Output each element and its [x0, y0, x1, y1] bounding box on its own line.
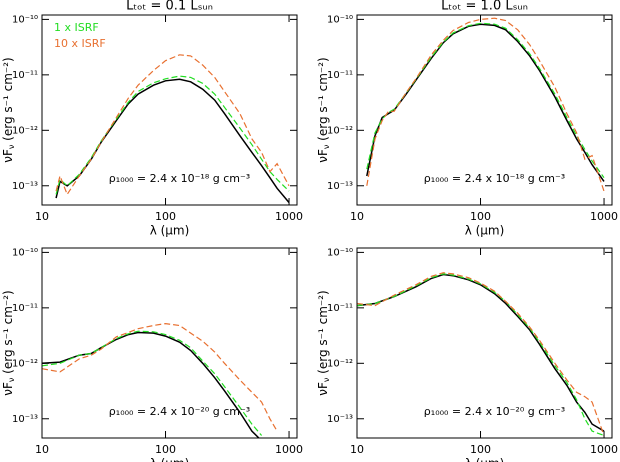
x-axis-label: λ (μm): [150, 224, 190, 238]
y-tick-label: 10⁻¹¹: [327, 303, 353, 314]
y-tick-label: 10⁻¹¹: [12, 70, 38, 81]
y-tick-label: 10⁻¹²: [12, 125, 38, 136]
x-tick-label: 10: [350, 443, 364, 456]
y-axis-label: νFν (erg s⁻¹ cm⁻²): [316, 57, 331, 162]
y-axis-label-part: (erg s⁻¹ cm⁻²): [316, 290, 330, 377]
series-line: [42, 331, 260, 438]
plot-frame: [356, 14, 613, 206]
y-axis-label-part: (erg s⁻¹ cm⁻²): [1, 290, 15, 377]
x-tick-label: 1000: [275, 210, 303, 223]
plot-frame: [356, 247, 613, 439]
x-tick-label: 100: [470, 443, 491, 456]
y-axis-label-part: (erg s⁻¹ cm⁻²): [1, 57, 15, 144]
series-line: [42, 322, 278, 432]
y-tick-label: 10⁻¹⁰: [327, 14, 353, 25]
x-tick-label: 10: [35, 443, 49, 456]
legend-entry: 10 x ISRF: [54, 37, 106, 50]
x-axis-label: λ (μm): [150, 457, 190, 462]
series-line: [366, 17, 605, 192]
series-line: [357, 272, 605, 436]
plot-frame: [41, 14, 298, 206]
y-tick-label: 10⁻¹¹: [12, 303, 38, 314]
y-tick-label: 10⁻¹²: [327, 125, 353, 136]
series-line: [357, 273, 605, 432]
plot-frame: [41, 247, 298, 439]
y-axis-label-part: (erg s⁻¹ cm⁻²): [316, 57, 330, 144]
panel: 10 100 1000 10⁻¹³ 10⁻¹² 10⁻¹¹ 10⁻¹⁰ λ (μm) νFν (…: [1, 0, 304, 238]
y-axis-label-part: νF: [1, 149, 15, 163]
y-tick-label: 10⁻¹⁰: [12, 14, 38, 25]
y-tick-label: 10⁻¹³: [327, 181, 353, 192]
panel: 10 100 1000 10⁻¹³ 10⁻¹² 10⁻¹¹ 10⁻¹⁰ λ (μm) νFν (…: [316, 247, 619, 462]
x-tick-label: 1000: [275, 443, 303, 456]
y-axis-label-part: ν: [322, 377, 331, 382]
series-line: [42, 330, 263, 436]
annotation: ρ₁₀₀₀ = 2.4 x 10⁻¹⁸ g cm⁻³: [109, 172, 250, 185]
annotation: ρ₁₀₀₀ = 2.4 x 10⁻¹⁸ g cm⁻³: [424, 172, 565, 185]
panel: 10 100 1000 10⁻¹³ 10⁻¹² 10⁻¹¹ 10⁻¹⁰ λ (μm) νFν (…: [316, 0, 619, 238]
annotation: ρ₁₀₀₀ = 2.4 x 10⁻²⁰ g cm⁻³: [424, 405, 565, 418]
y-tick-label: 10⁻¹⁰: [327, 247, 353, 258]
series-line: [55, 54, 290, 196]
y-axis-label-part: νF: [1, 382, 15, 396]
panel-title: Lₜₒₜ = 1.0 Lₛᵤₙ: [441, 0, 528, 14]
y-tick-label: 10⁻¹²: [327, 358, 353, 369]
y-tick-label: 10⁻¹³: [12, 414, 38, 425]
y-axis-label: νFν (erg s⁻¹ cm⁻²): [1, 57, 16, 162]
y-axis-label: νFν (erg s⁻¹ cm⁻²): [1, 290, 16, 395]
y-tick-label: 10⁻¹³: [327, 414, 353, 425]
x-tick-label: 10: [350, 210, 364, 223]
y-axis-label-part: ν: [7, 144, 16, 149]
series-line: [366, 22, 605, 179]
y-tick-label: 10⁻¹⁰: [12, 247, 38, 258]
panel: 10 100 1000 10⁻¹³ 10⁻¹² 10⁻¹¹ 10⁻¹⁰ λ (μm) νFν (…: [1, 247, 304, 462]
x-tick-label: 10: [35, 210, 49, 223]
y-axis-label: νFν (erg s⁻¹ cm⁻²): [316, 290, 331, 395]
y-tick-label: 10⁻¹³: [12, 181, 38, 192]
y-tick-label: 10⁻¹¹: [327, 70, 353, 81]
x-tick-label: 100: [155, 443, 176, 456]
series-line: [366, 23, 605, 182]
panel-title: Lₜₒₜ = 0.1 Lₛᵤₙ: [126, 0, 213, 14]
x-tick-label: 100: [470, 210, 491, 223]
x-tick-label: 100: [155, 210, 176, 223]
y-axis-label-part: νF: [316, 149, 330, 163]
legend-entry: 1 x ISRF: [54, 21, 99, 34]
x-tick-label: 1000: [590, 443, 618, 456]
y-tick-label: 10⁻¹²: [12, 358, 38, 369]
x-tick-label: 1000: [590, 210, 618, 223]
x-axis-label: λ (μm): [465, 224, 505, 238]
y-axis-label-part: ν: [7, 377, 16, 382]
series-line: [55, 75, 290, 195]
annotation: ρ₁₀₀₀ = 2.4 x 10⁻²⁰ g cm⁻³: [109, 405, 250, 418]
y-axis-label-part: νF: [316, 382, 330, 396]
y-axis-label-part: ν: [322, 144, 331, 149]
x-axis-label: λ (μm): [465, 457, 505, 462]
